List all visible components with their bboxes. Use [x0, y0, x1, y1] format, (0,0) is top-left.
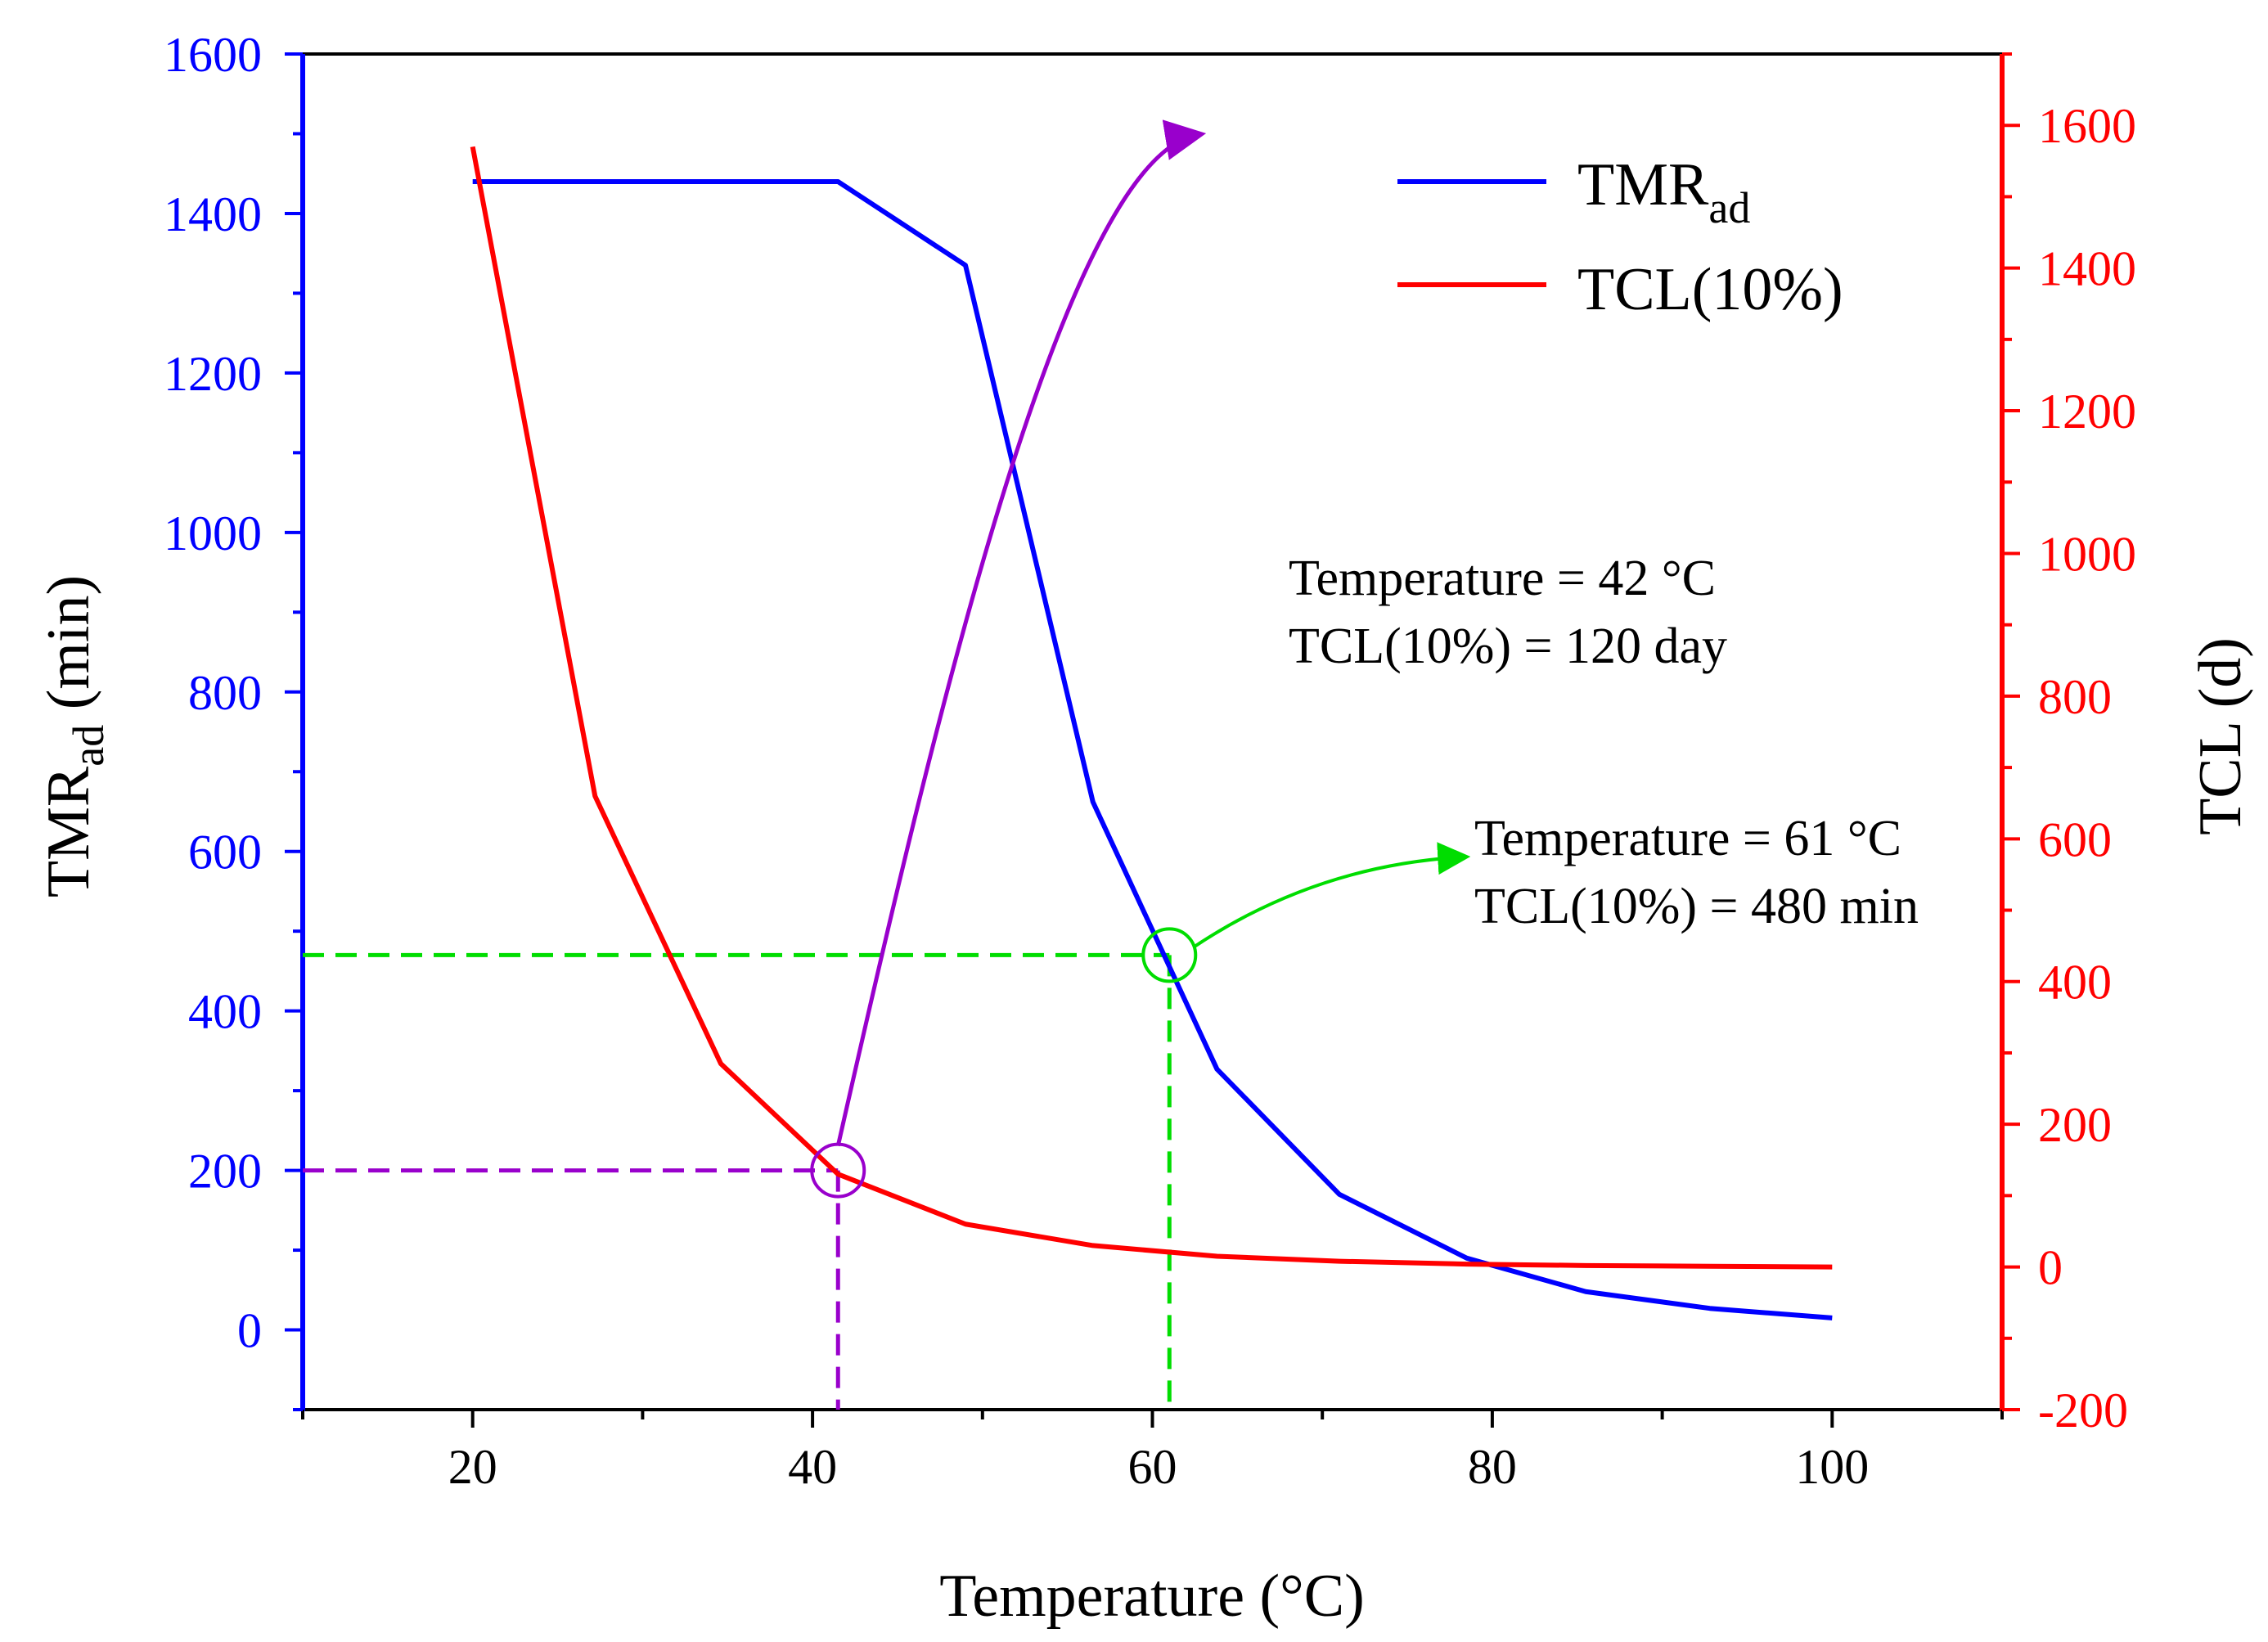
right-axis-ticks: -200 0 200 400 600 800 1000 1200 1400 1600	[2002, 52, 2136, 1437]
left-axis-ticks: 0 200 400 600 800 1000 1200 1400 1600	[164, 28, 303, 1411]
annotation-marks	[810, 119, 1471, 1199]
left-tick-label: 800	[188, 666, 262, 720]
right-tick-label: 1200	[2038, 385, 2136, 439]
series-line-tmr	[472, 178, 1833, 1320]
x-tick-label: 80	[1468, 1440, 1517, 1494]
left-tick-label: 1000	[164, 506, 262, 560]
x-tick-label: 20	[448, 1440, 497, 1494]
left-tick-label: 600	[188, 825, 262, 879]
right-tick-label: 800	[2038, 670, 2112, 724]
left-tick-label: 0	[237, 1304, 262, 1358]
series-line-tcl	[470, 146, 1833, 1270]
right-tick-label: 0	[2038, 1241, 2063, 1295]
left-tick-label: 200	[188, 1145, 262, 1199]
left-tick-label: 1600	[164, 28, 262, 82]
legend: TMRad TCL(10%)	[1397, 151, 1843, 323]
x-axis-ticks: 20 40 60 80 100	[301, 1410, 2004, 1494]
left-axis-title-main: TMR	[35, 766, 102, 897]
right-tick-label: 200	[2038, 1098, 2112, 1152]
guide-lines	[303, 952, 1172, 1410]
left-tick-label: 1400	[164, 187, 262, 241]
right-tick-label: 1400	[2038, 242, 2136, 296]
x-tick-label: 40	[788, 1440, 837, 1494]
legend-label-tmr-subscript: ad	[1708, 183, 1750, 232]
left-tick-label: 400	[188, 985, 262, 1039]
x-axis-title: Temperature (°C)	[939, 1563, 1365, 1630]
arrow-purple	[835, 119, 1207, 1147]
x-tick-label: 60	[1128, 1440, 1177, 1494]
legend-label-tmr: TMRad	[1577, 151, 1750, 232]
x-tick-label: 100	[1795, 1440, 1869, 1494]
right-tick-label: 600	[2038, 812, 2112, 866]
left-axis-title-suffix: (min)	[35, 575, 102, 725]
right-tick-label: -200	[2038, 1383, 2128, 1437]
left-axis-title-subscript: ad	[64, 725, 113, 767]
highlight-circle-green	[1141, 927, 1198, 983]
arrow-green	[1193, 842, 1471, 949]
right-axis-title: TCL (d)	[2187, 637, 2254, 835]
right-tick-label: 1600	[2038, 99, 2136, 153]
legend-label-tmr-main: TMR	[1577, 151, 1709, 218]
annotation-green-line1: Temperature = 61 °C	[1474, 811, 1901, 866]
left-axis-title: TMRad (min)	[35, 575, 113, 897]
annotation-purple-line2: TCL(10%) = 120 day	[1289, 619, 1727, 674]
right-tick-label: 400	[2038, 956, 2112, 1010]
annotation-green-line2: TCL(10%) = 480 min	[1474, 879, 1919, 934]
annotation-purple-line1: Temperature = 42 °C	[1289, 551, 1716, 606]
right-tick-label: 1000	[2038, 527, 2136, 581]
legend-label-tcl: TCL(10%)	[1577, 256, 1843, 323]
left-tick-label: 1200	[164, 347, 262, 401]
